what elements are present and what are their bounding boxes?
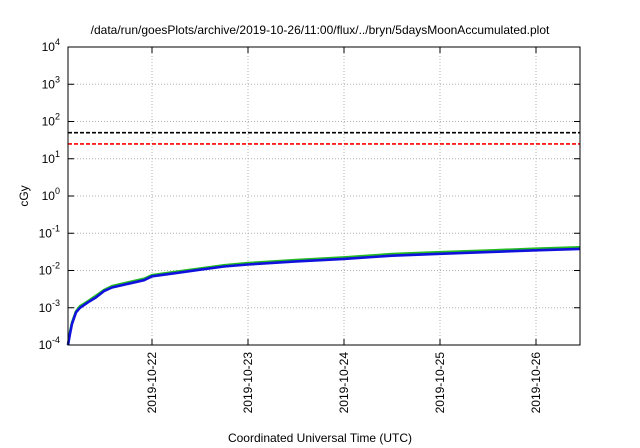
y-tick-label: 10-1 bbox=[39, 223, 60, 240]
x-tick-label: 2019-10-22 bbox=[145, 352, 159, 414]
series-lines bbox=[66, 246, 581, 346]
y-tick-base: 10 bbox=[42, 115, 56, 129]
grid bbox=[68, 47, 580, 345]
x-tick-label: 2019-10-26 bbox=[529, 352, 543, 414]
y-tick-base: 10 bbox=[42, 77, 56, 91]
y-tick-base: 10 bbox=[39, 264, 53, 278]
y-tick-exponent: -3 bbox=[52, 298, 60, 308]
x-tick-label: 2019-10-25 bbox=[433, 352, 447, 414]
y-tick-base: 10 bbox=[39, 226, 53, 240]
y-tick-label: 103 bbox=[42, 74, 60, 91]
y-tick-base: 10 bbox=[42, 152, 56, 166]
y-tick-base: 10 bbox=[39, 338, 53, 352]
y-tick-label: 10-2 bbox=[39, 261, 60, 278]
y-tick-label: 10-3 bbox=[39, 298, 60, 315]
chart-title: /data/run/goesPlots/archive/2019-10-26/1… bbox=[91, 23, 550, 37]
y-tick-base: 10 bbox=[42, 40, 56, 54]
y-tick-exponent: 4 bbox=[55, 37, 60, 47]
y-tick-exponent: -4 bbox=[52, 335, 60, 345]
x-axis-label: Coordinated Universal Time (UTC) bbox=[228, 431, 412, 445]
threshold-lines bbox=[68, 131, 580, 145]
axis-ticks: 10-410-310-210-11001011021031042019-10-2… bbox=[39, 37, 580, 413]
y-tick-label: 104 bbox=[42, 37, 60, 54]
y-tick-base: 10 bbox=[39, 301, 53, 315]
y-axis-label: cGy bbox=[17, 185, 31, 206]
y-tick-exponent: 3 bbox=[55, 74, 60, 84]
y-tick-label: 101 bbox=[42, 149, 60, 166]
y-tick-exponent: -1 bbox=[52, 223, 60, 233]
x-tick-label: 2019-10-23 bbox=[241, 352, 255, 414]
y-tick-exponent: -2 bbox=[52, 261, 60, 271]
y-tick-label: 100 bbox=[42, 186, 60, 203]
x-tick-label: 2019-10-24 bbox=[337, 352, 351, 414]
y-tick-label: 102 bbox=[42, 112, 60, 129]
y-tick-exponent: 2 bbox=[55, 112, 60, 122]
y-tick-exponent: 1 bbox=[55, 149, 60, 159]
series-line bbox=[66, 247, 581, 346]
y-tick-label: 10-4 bbox=[39, 335, 60, 352]
y-tick-exponent: 0 bbox=[55, 186, 60, 196]
y-tick-base: 10 bbox=[42, 189, 56, 203]
